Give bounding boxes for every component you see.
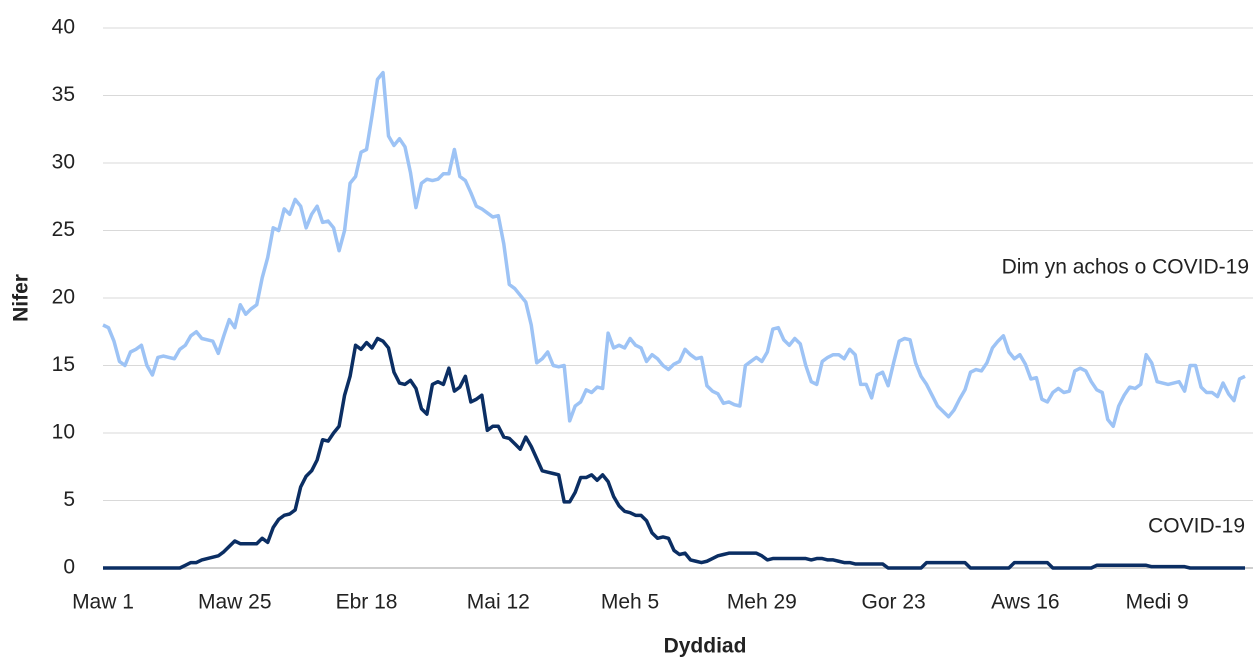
x-tick-label: Gor 23 bbox=[862, 591, 926, 614]
y-tick-label: 35 bbox=[52, 83, 75, 106]
series-label: COVID-19 bbox=[1148, 515, 1245, 538]
y-tick-label: 10 bbox=[52, 421, 75, 444]
x-tick-label: Aws 16 bbox=[991, 591, 1060, 614]
y-tick-label: 20 bbox=[52, 286, 75, 309]
x-tick-label: Maw 1 bbox=[72, 591, 134, 614]
y-tick-label: 0 bbox=[63, 556, 75, 579]
series-line bbox=[102, 70, 1246, 428]
x-tick-label: Meh 29 bbox=[727, 591, 797, 614]
x-tick-label: Ebr 18 bbox=[336, 591, 398, 614]
x-tick-label: Mai 12 bbox=[467, 591, 530, 614]
x-tick-label: Meh 5 bbox=[601, 591, 659, 614]
series-label: Dim yn achos o COVID-19 bbox=[1002, 256, 1249, 279]
y-axis-title: Nifer bbox=[10, 274, 33, 322]
x-tick-label: Medi 9 bbox=[1126, 591, 1189, 614]
y-tick-label: 25 bbox=[52, 218, 75, 241]
y-tick-label: 5 bbox=[63, 488, 75, 511]
x-axis-title: Dyddiad bbox=[664, 635, 747, 658]
y-tick-label: 15 bbox=[52, 353, 75, 376]
y-tick-label: 40 bbox=[52, 16, 75, 39]
y-tick-label: 30 bbox=[52, 151, 75, 174]
x-tick-label: Maw 25 bbox=[198, 591, 272, 614]
series-line bbox=[103, 336, 1245, 570]
